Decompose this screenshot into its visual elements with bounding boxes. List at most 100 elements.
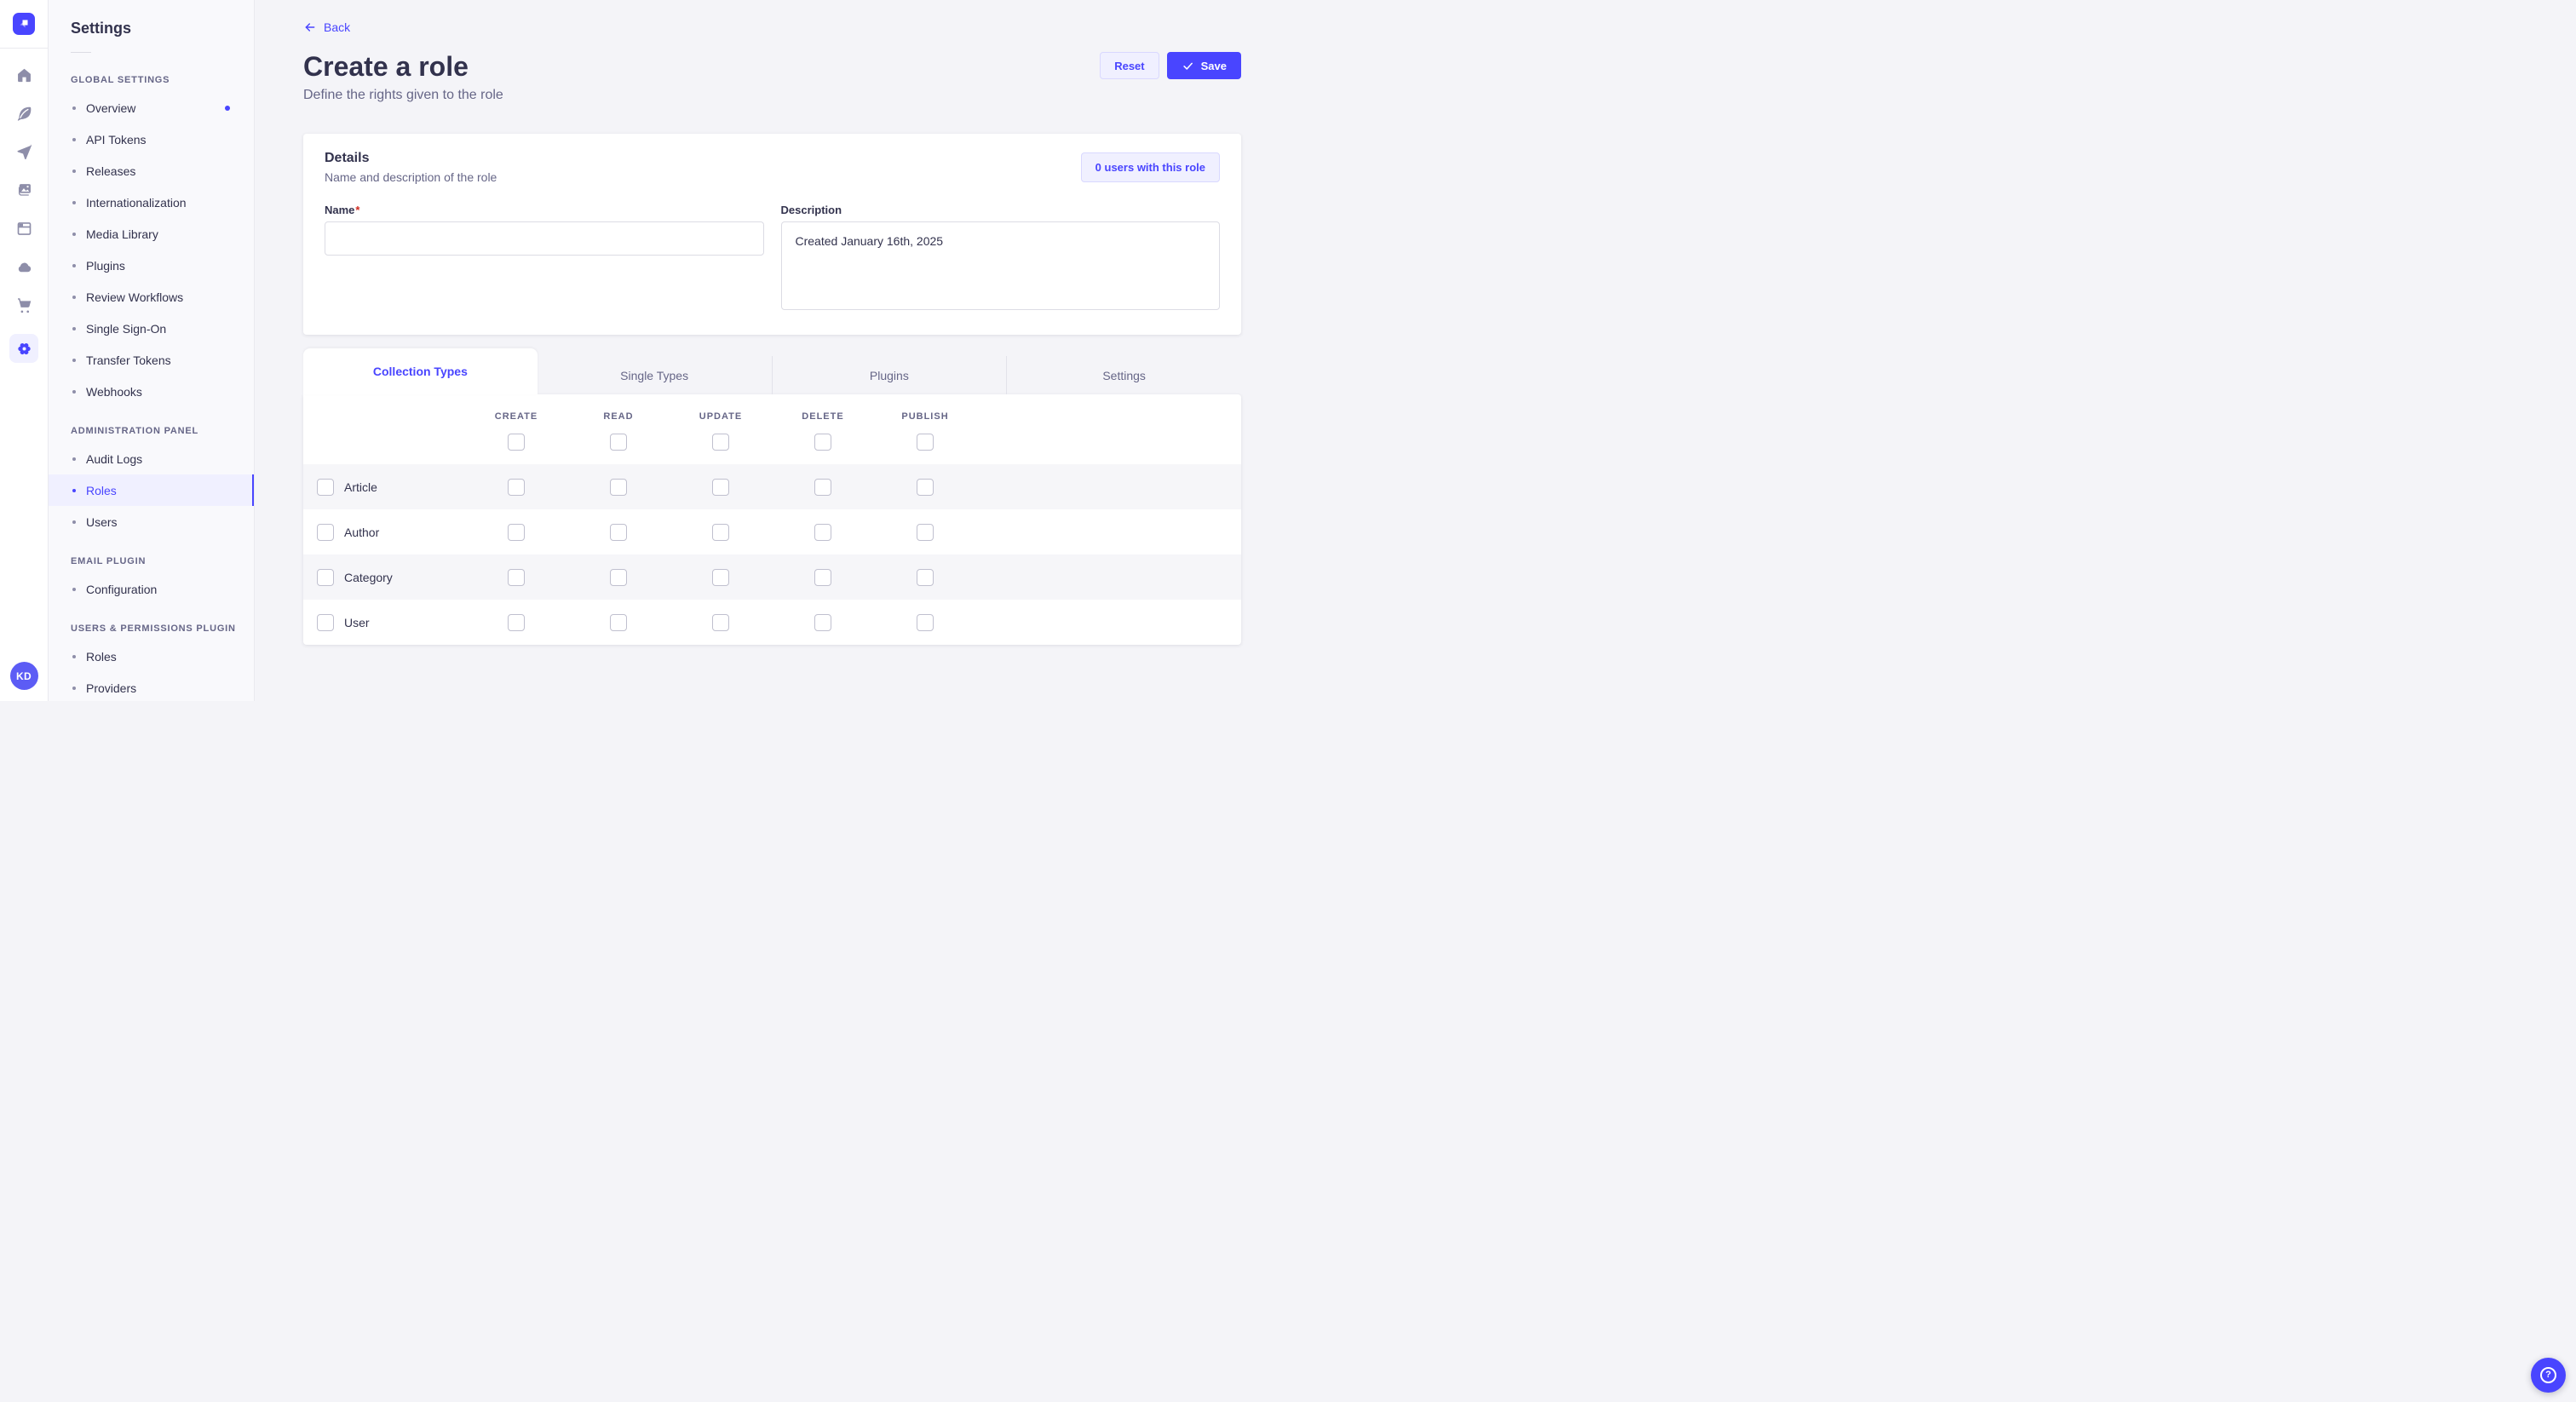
save-label: Save	[1200, 59, 1227, 72]
author-update-checkbox[interactable]	[712, 523, 729, 541]
bullet-icon	[72, 106, 76, 110]
details-card: Details Name and description of the role…	[303, 134, 1241, 335]
sidebar-item-roles-admin[interactable]: Roles	[49, 474, 254, 506]
description-field-group: Description Created January 16th, 2025	[780, 204, 1220, 314]
details-title: Details	[325, 151, 370, 165]
sidebar-item-review-workflows[interactable]: Review Workflows	[49, 281, 254, 313]
layout-icon[interactable]	[14, 219, 33, 238]
sidebar-item-single-sign-on[interactable]: Single Sign-On	[49, 313, 254, 344]
save-button[interactable]: Save	[1166, 52, 1241, 79]
bullet-icon	[72, 488, 76, 492]
author-read-checkbox[interactable]	[610, 523, 627, 541]
category-row-checkbox[interactable]	[317, 568, 334, 586]
user-update-checkbox[interactable]	[712, 613, 729, 631]
bullet-icon	[72, 358, 76, 362]
sidebar-item-label: Overview	[86, 101, 136, 115]
name-input[interactable]	[325, 221, 764, 256]
home-icon[interactable]	[14, 66, 33, 84]
sidebar-item-label: Providers	[86, 681, 137, 695]
sidebar-item-webhooks[interactable]: Webhooks	[49, 376, 254, 407]
user-create-checkbox[interactable]	[508, 613, 525, 631]
tab-settings[interactable]: Settings	[1006, 356, 1241, 394]
bullet-icon	[72, 137, 76, 141]
users-with-role-button[interactable]: 0 users with this role	[1080, 152, 1220, 182]
sidebar-item-transfer-tokens[interactable]: Transfer Tokens	[49, 344, 254, 376]
sidebar-item-media-library[interactable]: Media Library	[49, 218, 254, 250]
back-label: Back	[324, 20, 351, 34]
back-link[interactable]: Back	[303, 20, 350, 34]
article-publish-checkbox[interactable]	[917, 478, 934, 496]
sidebar-item-providers[interactable]: Providers	[49, 672, 254, 701]
sidebar-item-releases[interactable]: Releases	[49, 155, 254, 187]
reset-button[interactable]: Reset	[1100, 52, 1159, 79]
user-row-checkbox[interactable]	[317, 613, 334, 631]
tab-collection-types[interactable]: Collection Types	[303, 348, 538, 394]
name-label: Name*	[325, 204, 764, 216]
page-subtitle: Define the rights given to the role	[303, 88, 503, 102]
details-fields: Name* Description Created January 16th, …	[325, 204, 1220, 314]
arrow-left-icon	[305, 23, 315, 32]
author-row-checkbox[interactable]	[317, 523, 334, 541]
article-read-checkbox[interactable]	[610, 478, 627, 496]
author-create-checkbox[interactable]	[508, 523, 525, 541]
details-subtitle: Name and description of the role	[325, 170, 497, 184]
media-library-icon[interactable]	[14, 181, 33, 199]
logo-container	[0, 0, 48, 49]
category-create-checkbox[interactable]	[508, 568, 525, 586]
bullet-icon	[72, 326, 76, 330]
tab-single-types[interactable]: Single Types	[620, 368, 689, 382]
bullet-icon	[72, 686, 76, 690]
column-labels-row: CREATE READ UPDATE DELETE PUBLISH	[303, 411, 1241, 422]
header-actions: Reset Save	[1100, 52, 1241, 79]
settings-subnav: Settings GLOBAL SETTINGS Overview API To…	[49, 0, 255, 701]
sidebar-item-roles-up[interactable]: Roles	[49, 641, 254, 672]
column-header-update: UPDATE	[699, 411, 743, 422]
author-publish-checkbox[interactable]	[917, 523, 934, 541]
article-update-checkbox[interactable]	[712, 478, 729, 496]
user-publish-checkbox[interactable]	[917, 613, 934, 631]
select-all-update-checkbox[interactable]	[712, 434, 729, 451]
sidebar-item-users[interactable]: Users	[49, 506, 254, 537]
sidebar-item-label: Webhooks	[86, 384, 142, 399]
cloud-icon[interactable]	[14, 257, 33, 276]
bullet-icon	[72, 169, 76, 173]
sidebar-item-internationalization[interactable]: Internationalization	[49, 187, 254, 218]
paper-plane-icon[interactable]	[14, 142, 33, 161]
article-delete-checkbox[interactable]	[814, 478, 831, 496]
table-row-user: User	[303, 600, 1241, 645]
feather-icon[interactable]	[14, 104, 33, 123]
select-all-create-checkbox[interactable]	[508, 434, 525, 451]
category-delete-checkbox[interactable]	[814, 568, 831, 586]
select-all-delete-checkbox[interactable]	[814, 434, 831, 451]
row-label: Category	[344, 570, 393, 584]
select-all-publish-checkbox[interactable]	[917, 434, 934, 451]
settings-gear-icon[interactable]	[9, 334, 38, 363]
author-delete-checkbox[interactable]	[814, 523, 831, 541]
article-row-checkbox[interactable]	[317, 478, 334, 496]
sidebar-item-audit-logs[interactable]: Audit Logs	[49, 443, 254, 474]
sidebar-item-configuration[interactable]: Configuration	[49, 573, 254, 605]
section-administration-panel: ADMINISTRATION PANEL	[71, 426, 199, 436]
bullet-icon	[72, 232, 76, 236]
article-create-checkbox[interactable]	[508, 478, 525, 496]
user-delete-checkbox[interactable]	[814, 613, 831, 631]
tab-plugins[interactable]: Plugins	[771, 356, 1007, 394]
cart-icon[interactable]	[14, 296, 33, 314]
description-textarea[interactable]: Created January 16th, 2025	[780, 221, 1220, 310]
category-update-checkbox[interactable]	[712, 568, 729, 586]
permissions-table: CREATE READ UPDATE DELETE PUBLISH	[303, 394, 1241, 645]
details-card-titles: Details Name and description of the role	[325, 151, 497, 184]
select-all-read-checkbox[interactable]	[610, 434, 627, 451]
sidebar-item-overview[interactable]: Overview	[49, 92, 254, 124]
sidebar-item-api-tokens[interactable]: API Tokens	[49, 124, 254, 155]
category-publish-checkbox[interactable]	[917, 568, 934, 586]
help-button[interactable]: ?	[2531, 1358, 2566, 1393]
strapi-logo[interactable]	[13, 13, 35, 35]
sidebar-item-plugins[interactable]: Plugins	[49, 250, 254, 281]
category-read-checkbox[interactable]	[610, 568, 627, 586]
table-row-article: Article	[303, 464, 1241, 509]
sidebar-item-label: Plugins	[86, 258, 125, 273]
user-avatar[interactable]: KD	[9, 662, 38, 690]
user-read-checkbox[interactable]	[610, 613, 627, 631]
bullet-icon	[72, 587, 76, 591]
